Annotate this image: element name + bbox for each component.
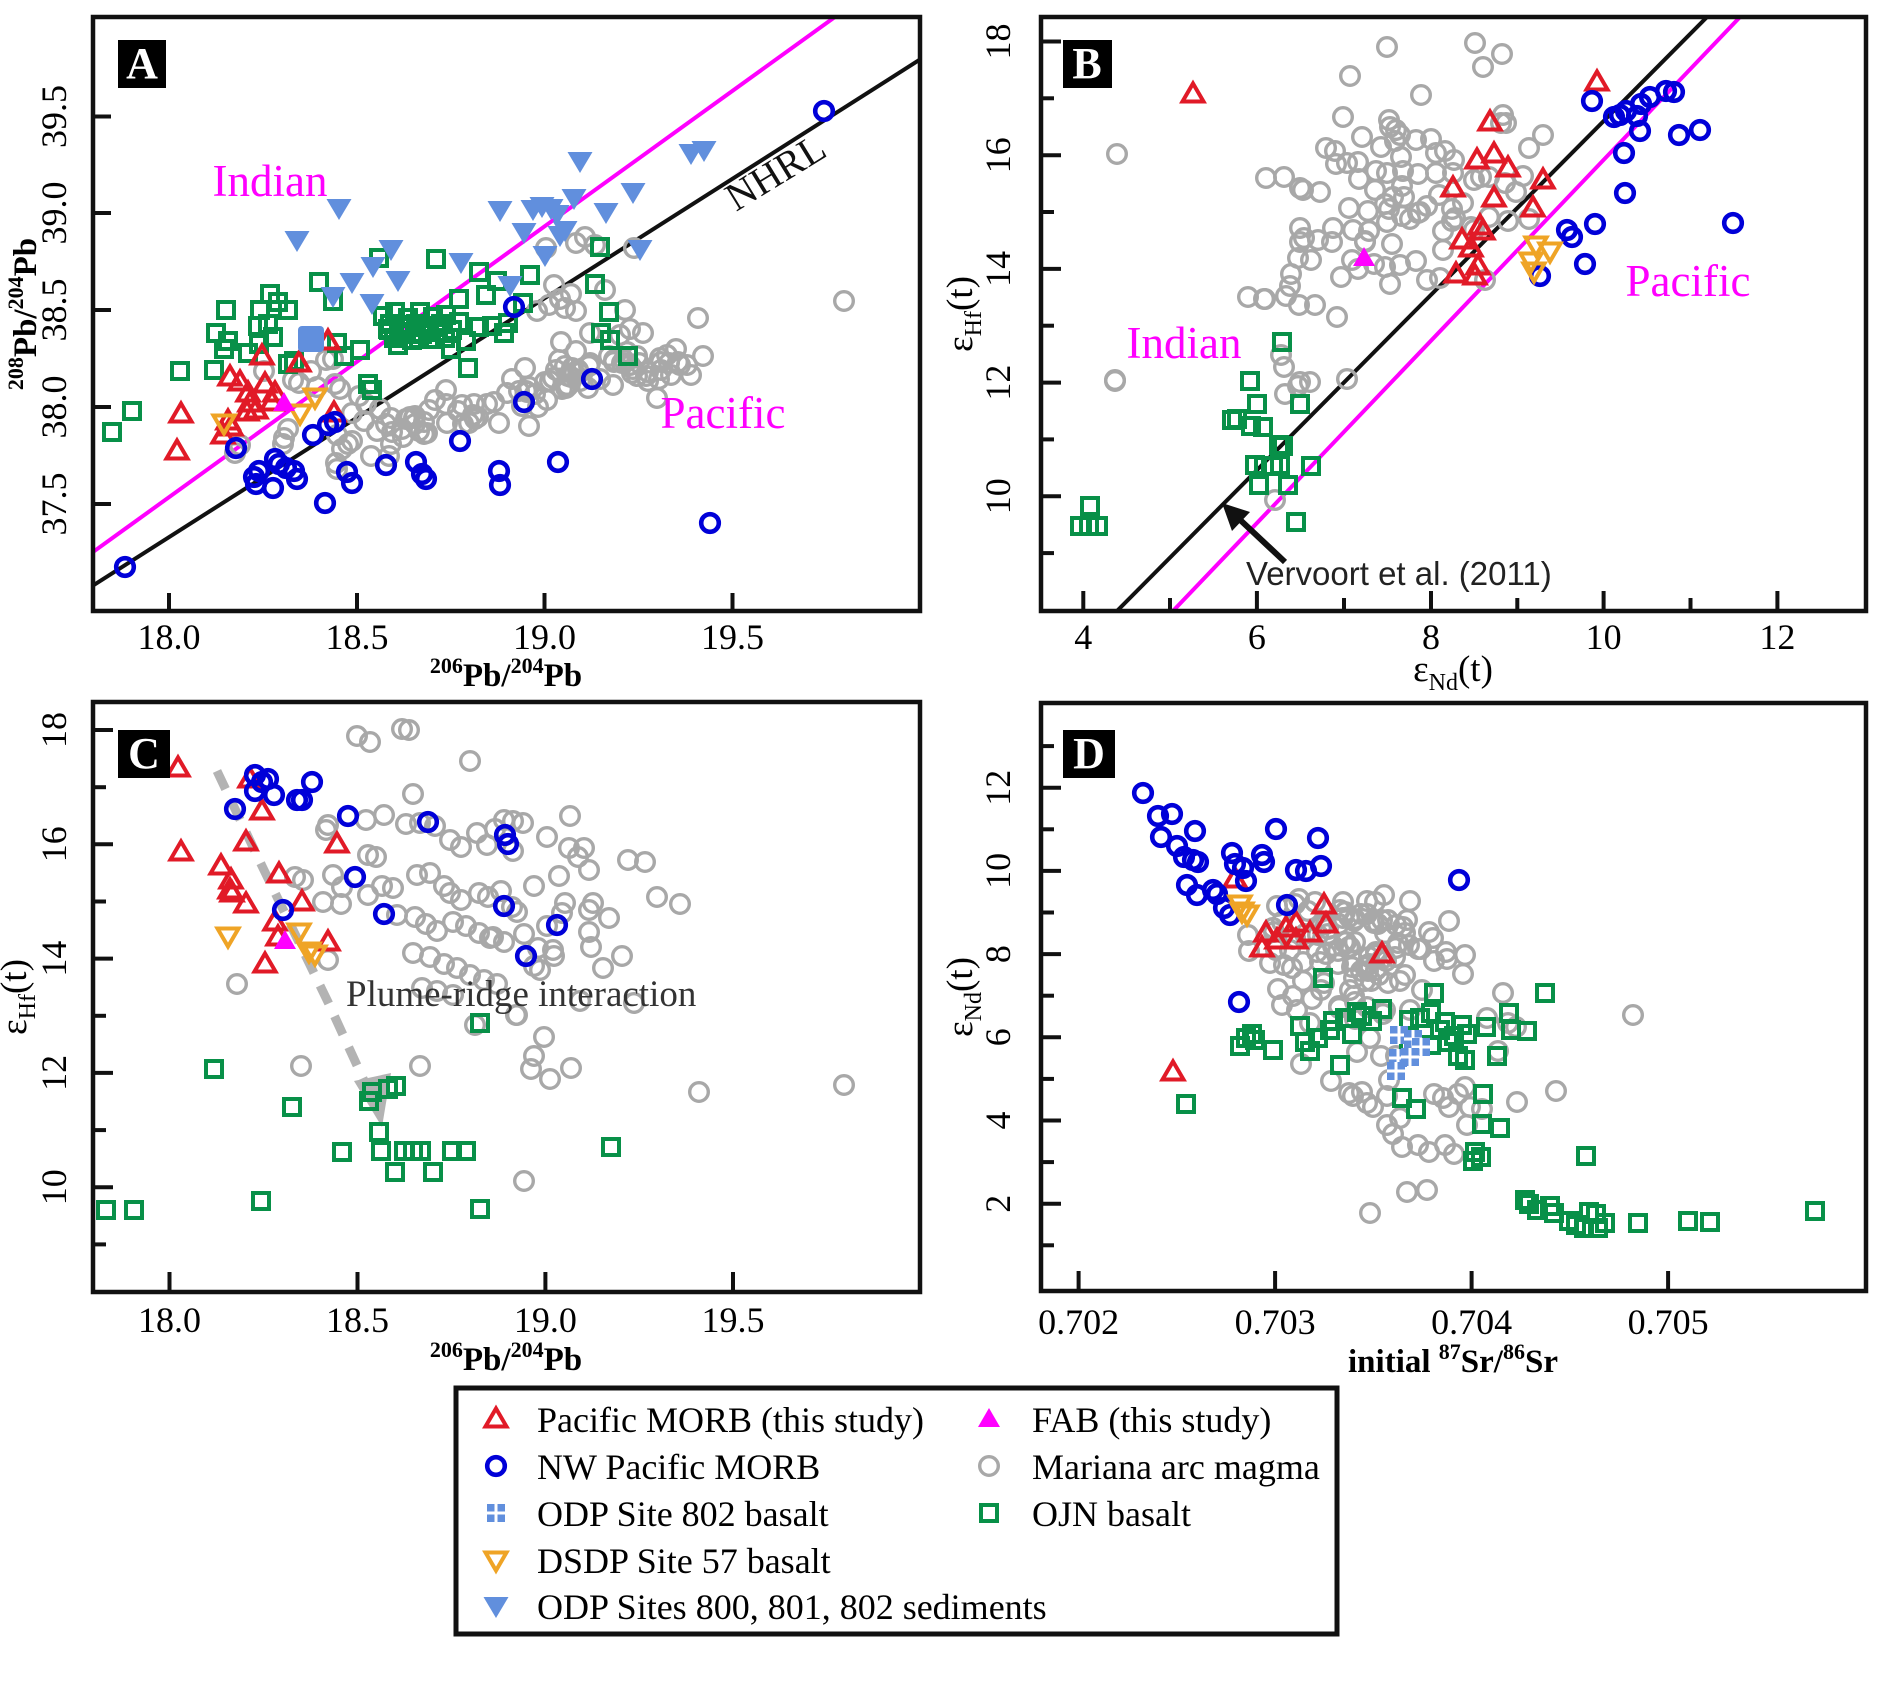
svg-text:12: 12 [978, 770, 1018, 806]
svg-text:Vervoort et al. (2011): Vervoort et al. (2011) [1246, 555, 1552, 592]
svg-text:initial 87Sr/86Sr: initial 87Sr/86Sr [1348, 1339, 1558, 1380]
svg-text:εNd(t): εNd(t) [940, 957, 987, 1037]
svg-text:18: 18 [978, 24, 1018, 60]
svg-text:0.705: 0.705 [1628, 1302, 1709, 1342]
svg-text:14: 14 [34, 941, 74, 977]
svg-text:10: 10 [978, 478, 1018, 514]
svg-text:εNd(t): εNd(t) [1413, 649, 1493, 696]
svg-text:Pacific MORB (this study): Pacific MORB (this study) [537, 1400, 924, 1440]
svg-text:B: B [1072, 39, 1101, 88]
svg-text:12: 12 [1759, 617, 1795, 657]
svg-text:206Pb/204Pb: 206Pb/204Pb [430, 653, 582, 694]
svg-text:Indian: Indian [1127, 318, 1242, 368]
svg-text:206Pb/204Pb: 206Pb/204Pb [430, 1337, 582, 1378]
svg-text:DSDP Site 57 basalt: DSDP Site 57 basalt [537, 1541, 831, 1581]
svg-text:37.5: 37.5 [34, 473, 74, 536]
svg-text:6: 6 [1248, 617, 1266, 657]
svg-text:A: A [126, 39, 158, 88]
svg-text:D: D [1073, 729, 1105, 778]
svg-text:18.0: 18.0 [138, 1300, 201, 1340]
svg-text:18.0: 18.0 [138, 617, 201, 657]
svg-text:Indian: Indian [213, 156, 328, 206]
svg-text:8: 8 [1422, 617, 1440, 657]
svg-text:ODP Site 802 basalt: ODP Site 802 basalt [537, 1494, 829, 1534]
svg-text:10: 10 [1586, 617, 1622, 657]
svg-text:0.704: 0.704 [1431, 1302, 1512, 1342]
svg-text:12: 12 [34, 1055, 74, 1091]
svg-text:ODP Sites 800, 801, 802 sedime: ODP Sites 800, 801, 802 sediments [537, 1587, 1047, 1627]
svg-text:19.5: 19.5 [702, 1300, 765, 1340]
svg-text:39.5: 39.5 [34, 85, 74, 148]
svg-text:εHf(t): εHf(t) [940, 276, 987, 352]
svg-text:FAB (this study): FAB (this study) [1032, 1400, 1271, 1440]
svg-text:4: 4 [978, 1112, 1018, 1130]
svg-text:10: 10 [34, 1169, 74, 1205]
svg-text:8: 8 [978, 945, 1018, 963]
svg-text:0.703: 0.703 [1235, 1302, 1316, 1342]
svg-text:16: 16 [34, 826, 74, 862]
svg-text:19.5: 19.5 [701, 617, 764, 657]
svg-text:12: 12 [978, 365, 1018, 401]
svg-text:39.0: 39.0 [34, 182, 74, 245]
svg-text:Pacific: Pacific [661, 388, 786, 438]
svg-text:Mariana arc magma: Mariana arc magma [1032, 1447, 1320, 1487]
svg-text:NW Pacific MORB: NW Pacific MORB [537, 1447, 820, 1487]
svg-text:18.5: 18.5 [326, 617, 389, 657]
svg-text:4: 4 [1074, 617, 1092, 657]
svg-text:208Pb/204Pb: 208Pb/204Pb [3, 238, 44, 390]
svg-text:19.0: 19.0 [514, 1300, 577, 1340]
svg-text:14: 14 [978, 251, 1018, 287]
svg-text:C: C [128, 729, 160, 778]
svg-text:18: 18 [34, 712, 74, 748]
svg-text:6: 6 [978, 1028, 1018, 1046]
svg-text:38.0: 38.0 [34, 376, 74, 439]
svg-text:Plume-ridge interaction: Plume-ridge interaction [346, 974, 696, 1015]
svg-text:Pacific: Pacific [1626, 256, 1751, 306]
svg-text:10: 10 [978, 853, 1018, 889]
svg-text:εHf(t): εHf(t) [0, 959, 41, 1035]
svg-text:OJN basalt: OJN basalt [1032, 1494, 1191, 1534]
svg-text:0.702: 0.702 [1038, 1302, 1119, 1342]
svg-text:2: 2 [978, 1195, 1018, 1213]
svg-text:18.5: 18.5 [326, 1300, 389, 1340]
svg-text:16: 16 [978, 137, 1018, 173]
svg-text:38.5: 38.5 [34, 279, 74, 342]
svg-text:19.0: 19.0 [513, 617, 576, 657]
